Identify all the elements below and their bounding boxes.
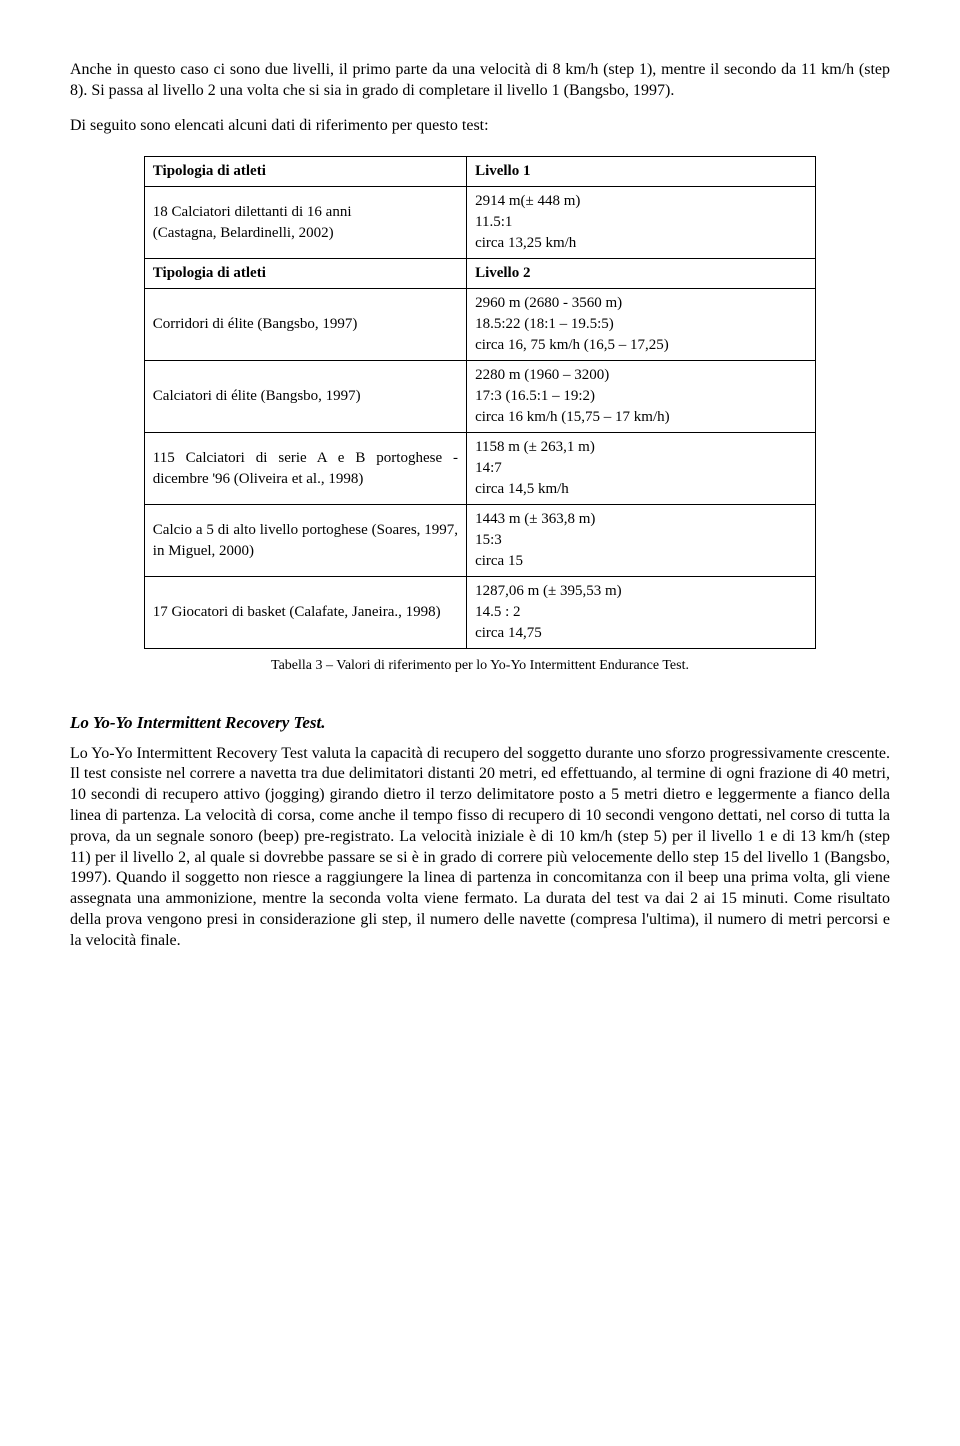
row4-value: 2960 m (2680 - 3560 m)18.5:22 (18:1 – 19… <box>467 289 816 361</box>
row4-label: Corridori di élite (Bangsbo, 1997) <box>144 289 466 361</box>
row1-value: Livello 1 <box>467 157 816 187</box>
row7-label: Calcio a 5 di alto livello portoghese (S… <box>144 505 466 577</box>
row3-label: Tipologia di atleti <box>144 259 466 289</box>
row5-value: 2280 m (1960 – 3200)17:3 (16.5:1 – 19:2)… <box>467 361 816 433</box>
row8-value: 1287,06 m (± 395,53 m)14.5 : 2circa 14,7… <box>467 577 816 649</box>
row6-label: 115 Calciatori di serie A e B portoghese… <box>144 433 466 505</box>
reference-table: Tipologia di atleti Livello 1 18 Calciat… <box>144 156 816 649</box>
section-title: Lo Yo-Yo Intermittent Recovery Test. <box>70 712 890 734</box>
table-caption: Tabella 3 – Valori di riferimento per lo… <box>70 657 890 675</box>
row3-value: Livello 2 <box>467 259 816 289</box>
row1-label: Tipologia di atleti <box>144 157 466 187</box>
intro-paragraph-2: Di seguito sono elencati alcuni dati di … <box>70 116 890 137</box>
row2-label: 18 Calciatori dilettanti di 16 anni(Cast… <box>144 187 466 259</box>
row8-label: 17 Giocatori di basket (Calafate, Janeir… <box>144 577 466 649</box>
row2-value: 2914 m(± 448 m)11.5:1circa 13,25 km/h <box>467 187 816 259</box>
row7-value: 1443 m (± 363,8 m)15:3circa 15 <box>467 505 816 577</box>
intro-paragraph-1: Anche in questo caso ci sono due livelli… <box>70 60 890 102</box>
row5-label: Calciatori di élite (Bangsbo, 1997) <box>144 361 466 433</box>
body-paragraph: Lo Yo-Yo Intermittent Recovery Test valu… <box>70 744 890 952</box>
row6-value: 1158 m (± 263,1 m)14:7circa 14,5 km/h <box>467 433 816 505</box>
